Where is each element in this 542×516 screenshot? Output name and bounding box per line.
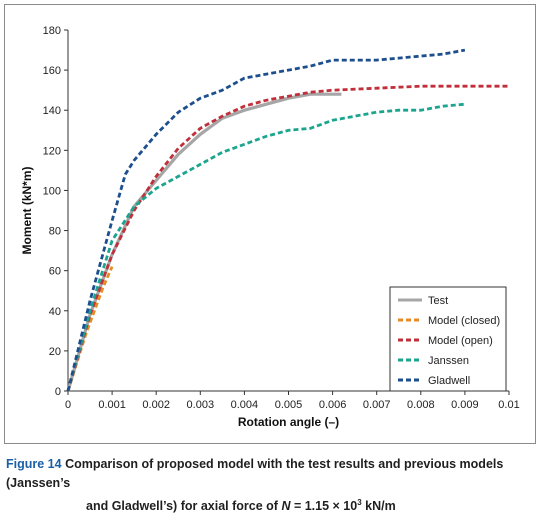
y-tick-label: 0 bbox=[55, 386, 61, 398]
x-tick-label: 0.01 bbox=[498, 399, 519, 411]
x-tick-label: 0.004 bbox=[231, 399, 259, 411]
series-line-janssen bbox=[66, 102, 466, 392]
x-tick-label: 0.007 bbox=[363, 399, 391, 411]
series-line-model-closed bbox=[66, 266, 114, 392]
legend-label: Model (open) bbox=[428, 335, 493, 347]
caption-line-1: Comparison of proposed model with the te… bbox=[6, 457, 504, 490]
y-tick-label: 20 bbox=[49, 346, 61, 358]
chart-axes: 0 0.001 0.002 0.003 0.004 0.005 0.006 0.007 0.00… bbox=[43, 25, 520, 411]
x-tick-label: 0.008 bbox=[407, 399, 435, 411]
y-tick-label: 40 bbox=[49, 306, 61, 318]
caption-equation: = 1.15 × 10 bbox=[290, 499, 358, 514]
figure-label: Figure 14 bbox=[6, 457, 62, 471]
caption-line-2-prefix: and Gladwell’s) for axial force of bbox=[86, 499, 278, 514]
series-line-test bbox=[66, 92, 342, 392]
caption-unit: kN/m bbox=[361, 499, 396, 514]
legend-label: Model (closed) bbox=[428, 315, 500, 327]
legend-label: Gladwell bbox=[428, 375, 470, 387]
legend-label: Janssen bbox=[428, 355, 469, 367]
caption-line-2: and Gladwell’s) for axial force of N = 1… bbox=[6, 493, 534, 516]
line-chart: 0 0.001 0.002 0.003 0.004 0.005 0.006 0.007 0.00… bbox=[20, 25, 520, 429]
y-tick-label: 120 bbox=[43, 145, 61, 157]
x-axis-label: Rotation angle (–) bbox=[238, 415, 339, 429]
legend-label: Test bbox=[428, 295, 448, 307]
caption-variable: N bbox=[281, 499, 291, 514]
legend: Test Model (closed) Model (open) Janssen Gla… bbox=[389, 286, 507, 392]
figure-frame bbox=[4, 4, 536, 444]
y-tick-label: 180 bbox=[43, 25, 61, 37]
x-tick-label: 0.005 bbox=[275, 399, 303, 411]
x-tick-label: 0.003 bbox=[187, 399, 215, 411]
series-layer bbox=[66, 48, 509, 392]
y-tick-label: 60 bbox=[49, 266, 61, 278]
x-tick-label: 0.001 bbox=[98, 399, 126, 411]
x-tick-label: 0.002 bbox=[142, 399, 170, 411]
y-tick-label: 160 bbox=[43, 65, 61, 77]
series-line-gladwell bbox=[66, 48, 466, 392]
x-tick-label: 0.006 bbox=[319, 399, 347, 411]
figure-caption: Figure 14 Comparison of proposed model w… bbox=[6, 455, 534, 516]
x-tick-label: 0 bbox=[65, 399, 71, 411]
y-tick-label: 100 bbox=[43, 185, 61, 197]
y-tick-label: 80 bbox=[49, 226, 61, 238]
x-tick-label: 0.009 bbox=[451, 399, 479, 411]
y-axis-label: Moment (kN*m) bbox=[20, 166, 34, 254]
series-line-model-open bbox=[66, 84, 509, 392]
y-tick-label: 140 bbox=[43, 105, 61, 117]
